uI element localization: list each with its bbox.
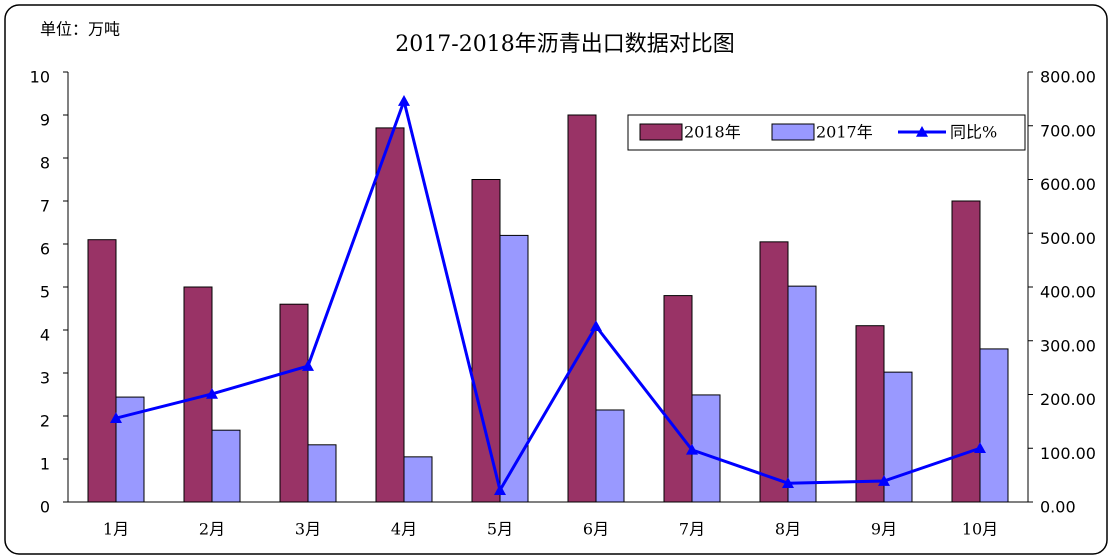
line-marker: [110, 412, 122, 423]
bar: [691, 394, 721, 503]
chart-title: 2017-2018年沥青出口数据对比图: [395, 32, 734, 57]
bar: [979, 348, 1009, 503]
line-marker: [398, 95, 410, 106]
x-tick-label: 7月: [679, 520, 705, 539]
y2-tick-label: 100.00: [1040, 444, 1096, 463]
y-tick-label: 10: [30, 68, 50, 87]
legend-swatch: [639, 123, 683, 141]
line-marker: [494, 484, 506, 495]
y2-tick-label: 400.00: [1040, 283, 1096, 302]
line-marker: [590, 320, 602, 332]
bar: [663, 295, 693, 503]
x-tick-label: 6月: [583, 520, 609, 539]
legend-label: 2018年: [684, 123, 741, 142]
y2-tick-label: 700.00: [1040, 121, 1096, 140]
y-tick-label: 5: [40, 283, 50, 302]
bar: [855, 325, 885, 503]
bar: [403, 456, 433, 503]
chart-border: [4, 4, 1108, 555]
line-marker: [302, 360, 314, 371]
bar: [787, 285, 817, 503]
line-marker: [974, 442, 986, 454]
bar: [307, 444, 337, 503]
y2-tick-label: 200.00: [1040, 390, 1096, 409]
bar: [375, 127, 405, 503]
x-tick-label: 9月: [871, 520, 897, 539]
y-tick-label: 1: [40, 455, 50, 474]
x-tick-label: 2月: [199, 520, 225, 539]
bar: [499, 234, 529, 503]
bar: [759, 241, 789, 503]
line-marker: [206, 387, 218, 399]
line-marker: [782, 477, 794, 488]
y-tick-label: 4: [40, 326, 50, 345]
y2-tick-label: 600.00: [1040, 175, 1096, 194]
x-tick-label: 5月: [487, 520, 513, 539]
x-tick-label: 4月: [391, 520, 417, 539]
bar: [883, 371, 913, 503]
line-marker: [686, 443, 698, 455]
bar: [567, 114, 597, 503]
y2-tick-label: 300.00: [1040, 336, 1096, 355]
legend-box: [627, 114, 1026, 151]
x-tick-label: 10月: [962, 520, 998, 539]
bar: [471, 179, 501, 503]
y2-tick-label: 500.00: [1040, 229, 1096, 248]
y-tick-label: 8: [40, 154, 50, 173]
x-tick-label: 8月: [775, 520, 801, 539]
y-tick-label: 2: [40, 412, 50, 431]
y-tick-label: 3: [40, 369, 50, 388]
bar: [211, 429, 241, 503]
line: [115, 95, 981, 495]
y-tick-label: 0: [40, 498, 50, 517]
y-tick-label: 9: [40, 111, 50, 130]
y2-tick-label: 800.00: [1040, 68, 1096, 87]
unit-label: 单位：万吨: [40, 20, 120, 39]
bar: [595, 409, 625, 503]
line-marker: [878, 475, 890, 486]
bar: [87, 239, 117, 503]
y-tick-label: 7: [40, 197, 50, 216]
bar: [279, 303, 309, 503]
y2-tick-label: 0.00: [1040, 498, 1076, 517]
legend-swatch: [916, 126, 928, 137]
x-tick-label: 3月: [295, 520, 321, 539]
legend-swatch: [771, 123, 815, 141]
y-tick-label: 6: [40, 240, 50, 259]
legend-label: 同比%: [950, 123, 997, 142]
x-tick-label: 1月: [103, 520, 129, 539]
legend-label: 2017年: [816, 123, 873, 142]
